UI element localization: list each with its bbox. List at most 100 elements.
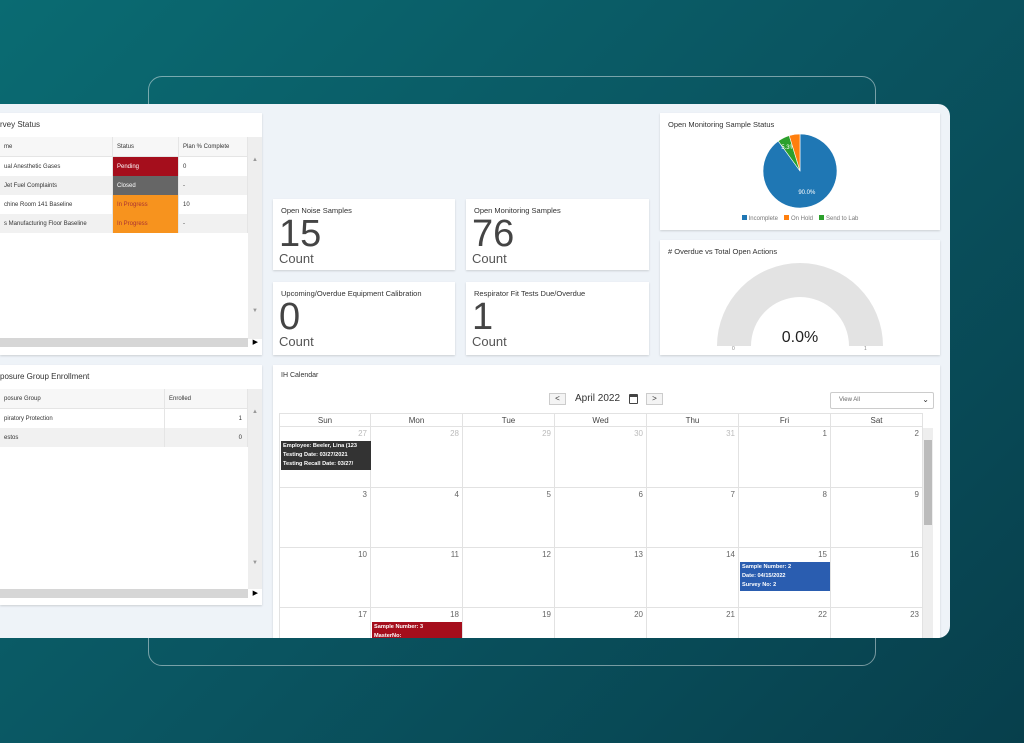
table-row[interactable]: Jet Fuel Complaints Closed -: [0, 176, 248, 195]
calendar-day-cell[interactable]: 14: [647, 548, 739, 608]
date-number: 23: [910, 610, 919, 619]
date-number: 13: [634, 550, 643, 559]
legend-item[interactable]: Send to Lab: [819, 215, 858, 222]
table-row[interactable]: ual Anesthetic Gases Pending 0: [0, 157, 248, 176]
date-number: 31: [726, 429, 735, 438]
status-badge: In Progress: [113, 214, 179, 233]
open-monitoring-samples-card[interactable]: Open Monitoring Samples 76 Count: [466, 199, 649, 270]
plan-complete: -: [179, 214, 248, 233]
day-header: Thu: [647, 413, 739, 427]
column-header-enrolled[interactable]: Enrolled: [165, 389, 248, 408]
calendar-day-cell[interactable]: 15 Sample Number: 2 Date: 04/15/2022 Survey…: [739, 548, 831, 608]
calendar-day-cell[interactable]: 31: [647, 427, 739, 488]
horizontal-scrollbar[interactable]: ▶: [0, 589, 258, 598]
respirator-fit-tests-card[interactable]: Respirator Fit Tests Due/Overdue 1 Count: [466, 282, 649, 355]
column-header-name[interactable]: me: [0, 137, 113, 156]
calendar-day-cell[interactable]: 19: [463, 608, 555, 638]
calendar-day-cell[interactable]: 6: [555, 488, 647, 548]
calendar-day-cell[interactable]: 23: [831, 608, 923, 638]
view-filter-select[interactable]: View All ⌄: [830, 392, 934, 409]
table-row[interactable]: s Manufacturing Floor Baseline In Progres…: [0, 214, 248, 233]
calendar-day-cell[interactable]: 9: [831, 488, 923, 548]
day-header: Fri: [739, 413, 831, 427]
calendar-day-cell[interactable]: 30: [555, 427, 647, 488]
count-value: 76: [472, 213, 515, 255]
card-title: Open Noise Samples: [281, 206, 352, 215]
calendar-day-cell[interactable]: 1: [739, 427, 831, 488]
calendar-day-cell[interactable]: 3: [279, 488, 371, 548]
calendar-event[interactable]: Sample Number: 3 MasterNo:: [372, 622, 462, 638]
card-title: Upcoming/Overdue Equipment Calibration: [281, 289, 422, 298]
open-noise-samples-card[interactable]: Open Noise Samples 15 Count: [273, 199, 455, 270]
gauge-max: 1: [864, 346, 867, 352]
calendar-day-cell[interactable]: 27 Employee: Beeler, Lina (123 Testing Dat…: [279, 427, 371, 488]
survey-name: s Manufacturing Floor Baseline: [0, 214, 113, 233]
calendar-day-cell[interactable]: 8: [739, 488, 831, 548]
table-row[interactable]: estos 0: [0, 428, 248, 447]
calendar-event[interactable]: Sample Number: 2 Date: 04/15/2022 Survey N…: [740, 562, 830, 591]
calendar-event[interactable]: Employee: Beeler, Lina (123 Testing Date:…: [281, 441, 371, 470]
survey-name: chine Room 141 Baseline: [0, 195, 113, 214]
calendar-scrollbar[interactable]: [923, 428, 933, 638]
calendar-day-cell[interactable]: 2: [831, 427, 923, 488]
date-number: 14: [726, 550, 735, 559]
event-line: Survey No: 2: [742, 582, 777, 588]
card-title: Respirator Fit Tests Due/Overdue: [474, 289, 586, 298]
vertical-scrollbar[interactable]: ▲ ▼: [248, 389, 262, 589]
date-number: 18: [450, 610, 459, 619]
column-header-plan[interactable]: Plan % Complete: [179, 137, 248, 156]
calendar-day-cell[interactable]: 16: [831, 548, 923, 608]
month-label: April 2022: [575, 393, 621, 404]
date-number: 19: [542, 610, 551, 619]
group-name: estos: [0, 428, 165, 447]
next-month-button[interactable]: >: [646, 393, 663, 405]
gauge-chart: [717, 263, 883, 346]
column-header-group[interactable]: posure Group: [0, 389, 165, 408]
chart-title: Open Monitoring Sample Status: [668, 120, 775, 129]
date-number: 21: [726, 610, 735, 619]
legend-item[interactable]: On Hold: [783, 215, 813, 222]
event-line: Sample Number: 3: [374, 624, 424, 630]
table-row[interactable]: chine Room 141 Baseline In Progress 10: [0, 195, 248, 214]
calendar-day-cell[interactable]: 17: [279, 608, 371, 638]
count-unit: Count: [279, 251, 314, 266]
date-number: 1: [822, 429, 827, 438]
calendar-day-cell[interactable]: 5: [463, 488, 555, 548]
date-number: 10: [358, 550, 367, 559]
calendar-day-cell[interactable]: 28: [371, 427, 463, 488]
calendar-day-cell[interactable]: 7: [647, 488, 739, 548]
event-line: Testing Recall Date: 03/27/: [283, 461, 354, 467]
day-header: Sun: [279, 413, 371, 427]
calendar-day-cell[interactable]: 22: [739, 608, 831, 638]
calendar-day-cell[interactable]: 10: [279, 548, 371, 608]
event-line: Testing Date: 03/27/2021: [283, 452, 348, 458]
calendar-day-cell[interactable]: 12: [463, 548, 555, 608]
calendar-day-cell[interactable]: 20: [555, 608, 647, 638]
calendar-day-cell[interactable]: 21: [647, 608, 739, 638]
date-number: 4: [454, 490, 459, 499]
column-header-status[interactable]: Status: [113, 137, 179, 156]
event-line: Employee: Beeler, Lina (123: [283, 443, 357, 449]
event-line: MasterNo:: [374, 633, 402, 638]
calendar-day-cell[interactable]: 18 Sample Number: 3 MasterNo:: [371, 608, 463, 638]
chevron-down-icon: ⌄: [922, 395, 929, 404]
day-header: Mon: [371, 413, 463, 427]
calendar-day-cell[interactable]: 11: [371, 548, 463, 608]
prev-month-button[interactable]: <: [549, 393, 566, 405]
pie-slice-on-hold: [788, 133, 801, 172]
table-row[interactable]: piratory Protection 1: [0, 409, 248, 428]
calendar-day-cell[interactable]: 29: [463, 427, 555, 488]
card-title: rvey Status: [0, 120, 41, 129]
card-title: posure Group Enrollment: [0, 372, 90, 381]
horizontal-scrollbar[interactable]: ▶: [0, 338, 258, 347]
equipment-calibration-card[interactable]: Upcoming/Overdue Equipment Calibration 0 C…: [273, 282, 455, 355]
exposure-table: posure Group Enrolled piratory Protection…: [0, 389, 248, 447]
calendar-picker-icon[interactable]: [629, 394, 638, 404]
vertical-scrollbar[interactable]: ▲ ▼: [248, 137, 262, 339]
gauge-min: 0: [732, 346, 735, 352]
calendar-day-cell[interactable]: 13: [555, 548, 647, 608]
date-number: 20: [634, 610, 643, 619]
legend-item[interactable]: Incomplete: [741, 215, 778, 222]
status-badge: In Progress: [113, 195, 179, 214]
calendar-day-cell[interactable]: 4: [371, 488, 463, 548]
